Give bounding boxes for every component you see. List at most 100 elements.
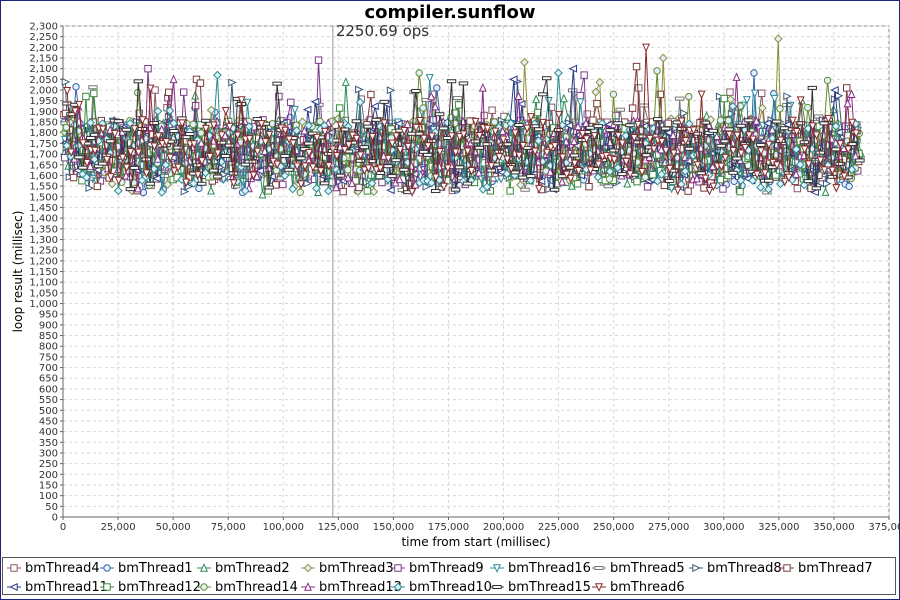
data-point	[665, 164, 674, 174]
data-point	[847, 142, 857, 147]
data-point	[520, 57, 529, 67]
data-point	[72, 83, 80, 91]
data-point	[375, 132, 384, 141]
data-point	[595, 583, 603, 592]
data-point	[61, 77, 71, 86]
legend-label: bmThread6	[610, 579, 685, 595]
data-point	[408, 188, 417, 197]
x-tick-label: 50,000	[156, 522, 191, 533]
y-tick-label: 2,250	[29, 32, 58, 43]
data-point	[847, 89, 856, 98]
data-point	[82, 172, 91, 182]
data-point	[724, 171, 732, 180]
data-point	[613, 121, 623, 126]
data-point	[438, 126, 449, 131]
data-point	[316, 117, 324, 126]
data-point	[692, 173, 701, 183]
data-point	[217, 131, 226, 141]
data-point	[308, 131, 318, 136]
data-point	[791, 144, 801, 154]
data-point	[515, 151, 524, 161]
y-tick-label: 400	[39, 427, 58, 438]
data-point	[137, 176, 147, 185]
data-point	[821, 187, 830, 196]
data-point	[395, 174, 404, 184]
data-point	[576, 98, 585, 108]
data-point	[673, 186, 682, 196]
data-point	[626, 170, 635, 179]
legend-item-bmThread7: bmThread7	[780, 559, 873, 577]
y-tick-label: 850	[39, 331, 58, 342]
data-point	[422, 182, 432, 191]
x-tick-label: 75,000	[211, 522, 246, 533]
data-point	[788, 116, 797, 126]
data-point	[756, 182, 765, 192]
data-point	[632, 62, 641, 71]
data-point	[843, 160, 853, 170]
data-point	[107, 179, 117, 189]
data-point	[393, 582, 403, 592]
data-point	[724, 116, 733, 125]
data-point	[538, 118, 547, 128]
data-point	[637, 134, 647, 139]
y-tick-label: 1,450	[29, 203, 58, 214]
data-point	[272, 181, 280, 189]
legend-marker-icon	[490, 564, 504, 573]
data-point	[615, 107, 625, 112]
data-point	[633, 177, 641, 186]
legend-marker-icon	[780, 564, 794, 572]
data-point	[110, 129, 119, 139]
data-point	[289, 139, 298, 149]
data-point	[546, 167, 555, 176]
data-point	[303, 179, 313, 188]
data-point	[656, 90, 665, 99]
data-point	[506, 187, 514, 195]
data-point	[719, 185, 727, 193]
data-point	[518, 175, 528, 180]
legend-item-bmThread14: bmThread14	[197, 578, 298, 596]
data-point	[605, 128, 615, 133]
y-tick-label: 1,950	[29, 96, 58, 107]
data-point	[593, 99, 601, 108]
data-point	[684, 146, 695, 151]
data-point	[855, 158, 865, 163]
data-point	[796, 96, 805, 105]
data-point	[776, 179, 785, 189]
data-point	[249, 171, 258, 181]
data-point	[634, 120, 643, 130]
y-tick-label: 1,600	[29, 171, 58, 182]
data-point	[720, 94, 728, 103]
data-point	[392, 132, 401, 141]
data-point	[705, 186, 714, 196]
data-point	[823, 76, 832, 85]
data-point	[396, 146, 405, 155]
data-point	[744, 153, 752, 161]
data-point	[404, 142, 413, 152]
data-point	[745, 131, 754, 140]
data-point	[536, 177, 546, 186]
data-point	[310, 97, 320, 106]
data-point	[133, 183, 142, 193]
data-point	[520, 187, 530, 192]
data-point	[244, 122, 254, 131]
data-point	[717, 162, 726, 172]
data-point	[803, 179, 814, 184]
data-point	[506, 119, 516, 128]
data-point	[197, 138, 206, 147]
data-point	[416, 116, 425, 126]
data-point	[658, 53, 668, 63]
data-point	[660, 181, 669, 190]
data-point	[573, 180, 582, 188]
data-point	[708, 161, 717, 171]
data-point	[462, 181, 473, 186]
legend-marker-icon	[689, 564, 703, 572]
data-point	[394, 119, 403, 128]
legend-label: bmThread9	[409, 560, 484, 576]
data-point	[492, 585, 502, 589]
data-point	[196, 79, 205, 87]
data-point	[603, 184, 614, 189]
data-point	[371, 117, 381, 122]
legend-marker-icon	[7, 583, 21, 591]
legend-label: bmThread12	[118, 579, 201, 595]
data-point	[145, 181, 155, 186]
